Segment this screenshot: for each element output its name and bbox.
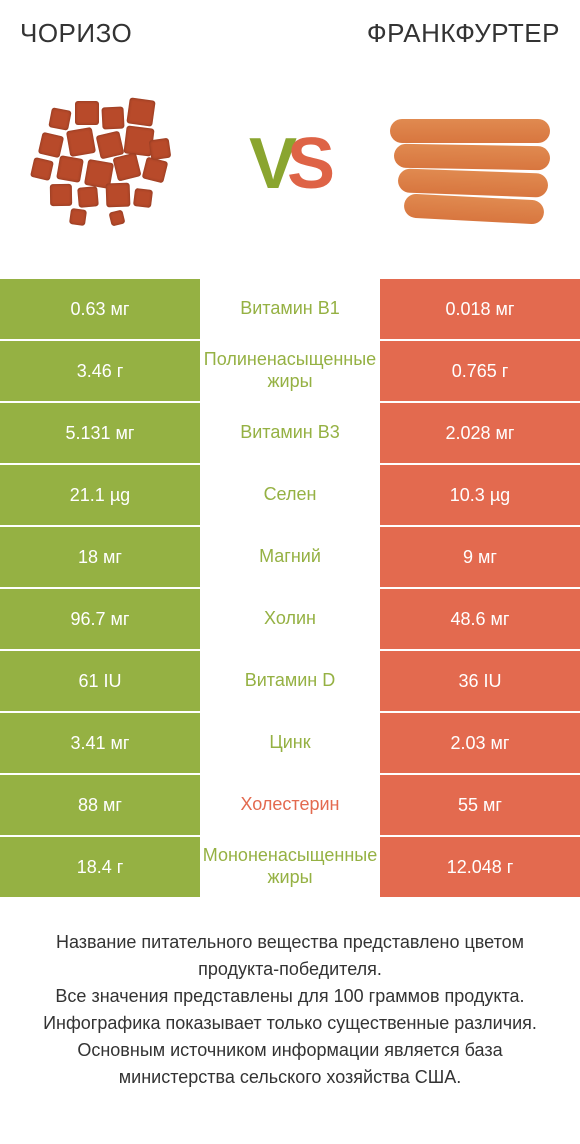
value-left: 61 IU (0, 651, 200, 713)
chorizo-cube (69, 208, 87, 226)
chorizo-cube (75, 101, 99, 125)
vs-label: V S (249, 123, 331, 205)
chorizo-cube (48, 107, 71, 130)
footer-line: Инфографика показывает только существенн… (24, 1010, 556, 1037)
value-left: 0.63 мг (0, 279, 200, 341)
chorizo-cube (133, 188, 153, 208)
value-right: 10.3 µg (380, 465, 580, 527)
value-right: 36 IU (380, 651, 580, 713)
chorizo-cube (112, 152, 141, 181)
table-row: 5.131 мгВитамин B32.028 мг (0, 403, 580, 465)
chorizo-cube (126, 97, 155, 126)
chorizo-cube (30, 157, 54, 181)
nutrient-label: Витамин B1 (200, 279, 380, 341)
value-right: 48.6 мг (380, 589, 580, 651)
value-right: 2.028 мг (380, 403, 580, 465)
value-left: 3.41 мг (0, 713, 200, 775)
table-row: 18 мгМагний9 мг (0, 527, 580, 589)
nutrient-label: Цинк (200, 713, 380, 775)
chorizo-cube (38, 132, 64, 158)
chorizo-cube (109, 210, 126, 227)
header: ЧОРИЗО ФРАНКФУРТЕР (0, 0, 580, 59)
table-row: 96.7 мгХолин48.6 мг (0, 589, 580, 651)
nutrient-label: Витамин B3 (200, 403, 380, 465)
nutrient-label: Магний (200, 527, 380, 589)
footer-line: Название питательного вещества представл… (24, 929, 556, 983)
nutrient-label: Холин (200, 589, 380, 651)
nutrient-label: Мононенасыщенные жиры (200, 837, 380, 899)
chorizo-image (20, 89, 200, 239)
footer-line: Основным источником информации является … (24, 1037, 556, 1091)
images-row: V S (0, 59, 580, 279)
chorizo-cube (106, 183, 131, 208)
frankfurter-sausage (403, 193, 544, 224)
frankfurter-sausage (390, 119, 550, 143)
chorizo-cube (50, 184, 72, 206)
nutrient-label: Витамин D (200, 651, 380, 713)
frankfurter-sausage (394, 144, 550, 171)
value-left: 5.131 мг (0, 403, 200, 465)
table-row: 3.46 гПолиненасыщенные жиры0.765 г (0, 341, 580, 403)
value-right: 0.018 мг (380, 279, 580, 341)
chorizo-cube (101, 106, 124, 129)
chorizo-cube (149, 138, 172, 161)
table-row: 18.4 гМононенасыщенные жиры12.048 г (0, 837, 580, 899)
table-row: 88 мгХолестерин55 мг (0, 775, 580, 837)
chorizo-cube (142, 157, 169, 184)
chorizo-cube (66, 127, 96, 157)
value-left: 3.46 г (0, 341, 200, 403)
value-right: 55 мг (380, 775, 580, 837)
vs-s: S (287, 123, 331, 205)
value-left: 18 мг (0, 527, 200, 589)
nutrient-label: Полиненасыщенные жиры (200, 341, 380, 403)
value-right: 12.048 г (380, 837, 580, 899)
value-right: 9 мг (380, 527, 580, 589)
value-left: 96.7 мг (0, 589, 200, 651)
value-left: 88 мг (0, 775, 200, 837)
table-row: 61 IUВитамин D36 IU (0, 651, 580, 713)
value-right: 2.03 мг (380, 713, 580, 775)
chorizo-cube (56, 155, 84, 183)
chorizo-cube (77, 186, 99, 208)
table-row: 0.63 мгВитамин B10.018 мг (0, 279, 580, 341)
footer-line: Все значения представлены для 100 граммо… (24, 983, 556, 1010)
nutrient-label: Селен (200, 465, 380, 527)
footer-notes: Название питательного вещества представл… (0, 899, 580, 1091)
comparison-table: 0.63 мгВитамин B10.018 мг3.46 гПолиненас… (0, 279, 580, 899)
header-right: ФРАНКФУРТЕР (367, 18, 560, 49)
frankfurter-image (380, 89, 560, 239)
nutrient-label: Холестерин (200, 775, 380, 837)
value-left: 21.1 µg (0, 465, 200, 527)
header-left: ЧОРИЗО (20, 18, 132, 49)
table-row: 21.1 µgСелен10.3 µg (0, 465, 580, 527)
chorizo-cube (96, 131, 125, 160)
table-row: 3.41 мгЦинк2.03 мг (0, 713, 580, 775)
value-left: 18.4 г (0, 837, 200, 899)
value-right: 0.765 г (380, 341, 580, 403)
